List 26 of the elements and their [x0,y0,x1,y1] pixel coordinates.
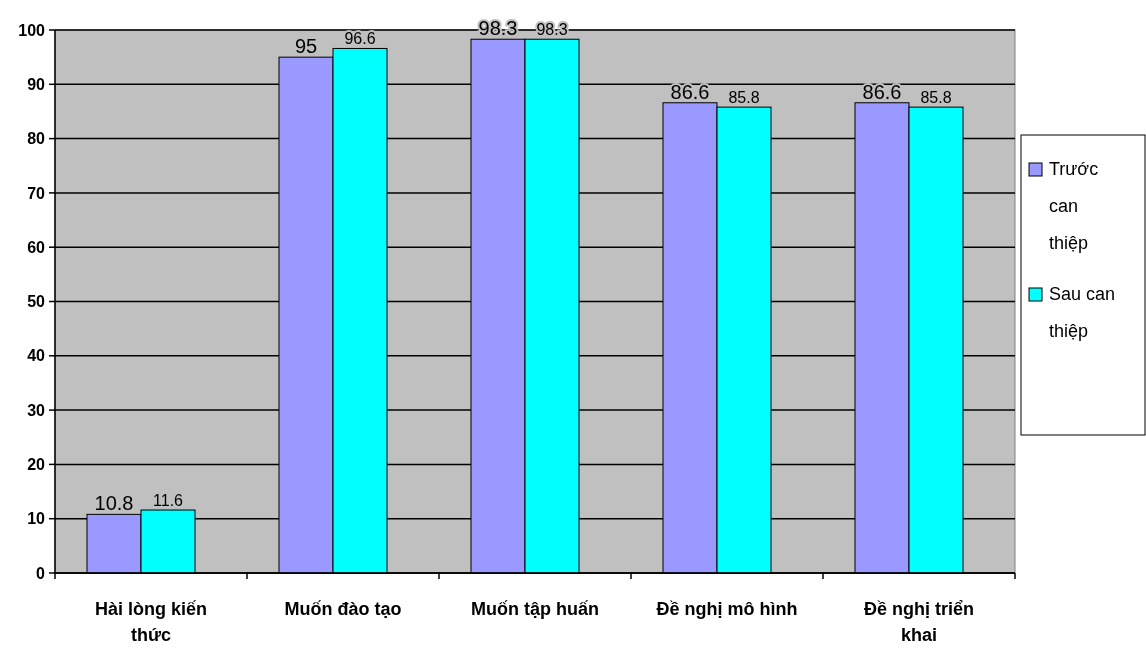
data-label: 86.6 [670,80,710,103]
data-label: 85.8 [920,89,952,107]
y-tick-label: 10 [27,510,46,528]
data-label: 10.8 [94,492,134,515]
data-label: 96.6 [344,30,376,48]
y-tick-label: 40 [27,347,46,365]
y-tick-label: 70 [27,184,46,202]
y-tick-label: 100 [18,21,46,39]
y-tick-label: 20 [27,456,46,473]
legend-label: Trước can thiệp [1049,159,1099,253]
y-tick-label: 90 [27,75,46,93]
x-tick-label: Muốn đào tạo [284,599,402,619]
y-tick-label: 60 [27,238,46,256]
data-label: 95 [294,35,318,58]
data-label: 86.6 [862,80,902,103]
legend-label: Sau can thiệp [1049,284,1116,341]
x-tick-label: Muốn tập huấn [471,599,599,619]
data-label: 11.6 [153,492,184,510]
y-tick-label: 0 [36,564,46,582]
x-tick-label: Đề nghị triển khai [863,599,975,645]
data-label: 85.8 [728,89,760,107]
x-tick-label: Đề nghị mô hình [656,599,798,619]
y-tick-label: 30 [27,401,46,419]
x-tick-label: Hài lòng kiến thức [94,599,208,645]
y-tick-label: 80 [27,130,46,148]
y-tick-label: 50 [27,293,46,311]
